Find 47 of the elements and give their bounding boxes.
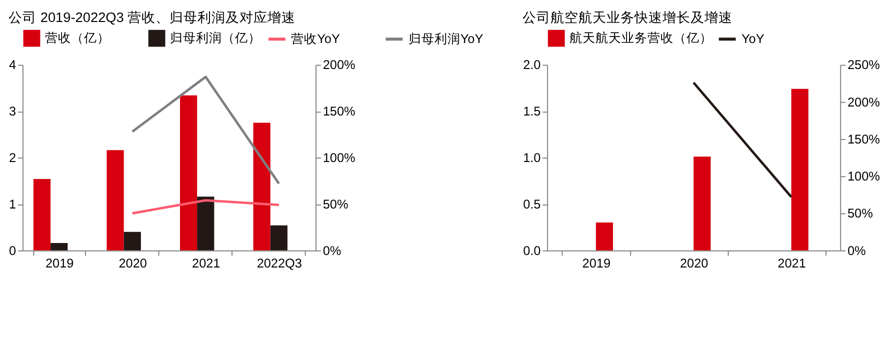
x-tick-label: 2020: [680, 256, 708, 270]
y2-tick-label: 150%: [847, 132, 880, 146]
x-tick-label: 2021: [192, 256, 220, 270]
y2-tick-label: 100%: [322, 150, 356, 165]
y2-tick-label: 150%: [322, 104, 356, 119]
bar: [180, 95, 198, 250]
x-tick-label: 2022Q3: [256, 256, 302, 270]
legend-label: 归母利润YoY: [408, 32, 484, 46]
legend-label: 航天航天业务营收（亿）: [570, 31, 713, 46]
x-tick-label: 2019: [582, 256, 611, 270]
bar: [791, 88, 808, 250]
y2-tick-label: 100%: [847, 170, 880, 184]
y2-tick-label: 200%: [322, 58, 356, 72]
x-tick-label: 2019: [45, 256, 74, 270]
y-tick-label: 0.5: [523, 197, 541, 212]
bar: [197, 196, 214, 250]
y2-tick-label: 0%: [847, 244, 866, 258]
y2-tick-label: 200%: [847, 95, 880, 110]
y2-tick-label: 250%: [847, 58, 880, 72]
bar: [33, 178, 51, 250]
y-tick-label: 1: [9, 197, 16, 212]
y2-tick-label: 0%: [322, 244, 342, 258]
x-tick-label: 2020: [118, 256, 147, 270]
y-tick-label: 1.0: [523, 150, 541, 165]
y-tick-label: 0: [9, 244, 16, 258]
legend-label: 营收YoY: [291, 32, 340, 46]
y-tick-label: 4: [9, 58, 16, 72]
y2-tick-label: 50%: [322, 197, 348, 212]
legend-label: 营收（亿）: [44, 31, 110, 46]
y-tick-label: 1.5: [523, 104, 541, 119]
legend-label: YoY: [741, 32, 765, 46]
chart-title: 公司 2019-2022Q3 营收、归母利润及对应增速: [8, 10, 296, 25]
chart-title: 公司航空航天业务快速增长及增速: [522, 10, 733, 25]
y-tick-label: 3: [9, 104, 16, 119]
x-tick-label: 2021: [778, 256, 806, 270]
y-tick-label: 2: [9, 150, 16, 165]
bar: [694, 156, 711, 250]
y-tick-label: 2.0: [523, 58, 541, 72]
y2-tick-label: 50%: [847, 206, 873, 221]
bar: [253, 122, 270, 250]
y-tick-label: 0.0: [523, 244, 541, 258]
bar: [270, 225, 288, 250]
bar: [106, 150, 124, 250]
bar: [124, 232, 141, 250]
bar: [50, 242, 68, 250]
legend-label: 归母利润（亿）: [170, 31, 261, 46]
bar: [596, 222, 614, 250]
